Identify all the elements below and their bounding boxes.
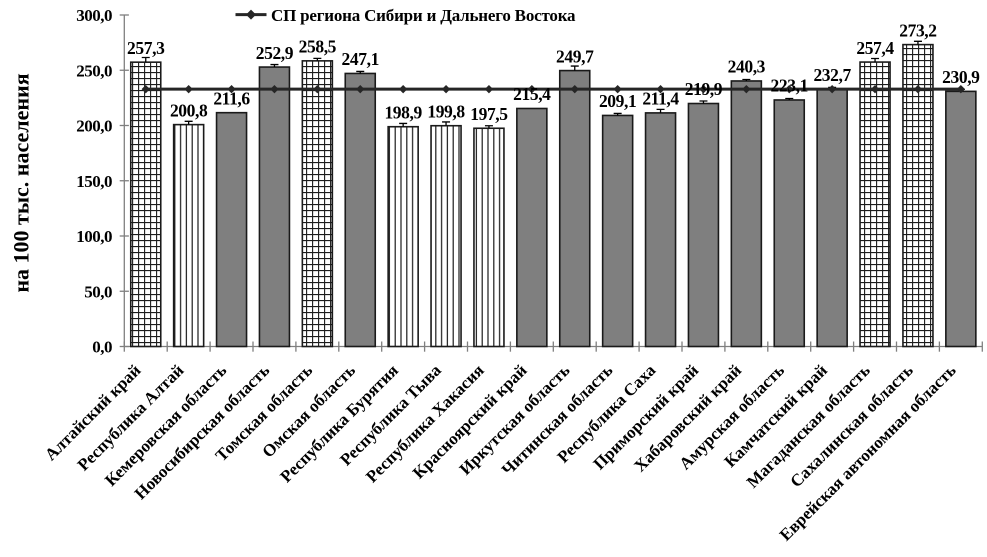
svg-text:232,7: 232,7 — [813, 65, 851, 85]
svg-text:50,0: 50,0 — [84, 282, 112, 301]
svg-text:на 100 тыс. населения: на 100 тыс. населения — [9, 73, 34, 292]
svg-text:200,0: 200,0 — [76, 117, 112, 136]
svg-text:257,3: 257,3 — [127, 38, 165, 58]
svg-text:230,9: 230,9 — [942, 67, 980, 87]
svg-text:215,4: 215,4 — [513, 84, 551, 104]
svg-text:211,6: 211,6 — [213, 88, 250, 108]
svg-text:257,4: 257,4 — [856, 38, 894, 58]
svg-text:258,5: 258,5 — [299, 37, 337, 57]
svg-text:300,0: 300,0 — [76, 6, 112, 25]
svg-text:249,7: 249,7 — [556, 46, 594, 66]
svg-text:150,0: 150,0 — [76, 172, 112, 191]
svg-text:250,0: 250,0 — [76, 61, 112, 80]
svg-text:240,3: 240,3 — [728, 57, 766, 77]
svg-text:198,9: 198,9 — [384, 102, 422, 122]
svg-text:199,8: 199,8 — [427, 101, 465, 121]
svg-text:273,2: 273,2 — [899, 20, 936, 40]
svg-text:СП региона Сибири и Дальнего В: СП региона Сибири и Дальнего Востока — [271, 6, 576, 25]
svg-text:100,0: 100,0 — [76, 227, 112, 246]
svg-text:0,0: 0,0 — [92, 338, 112, 357]
svg-text:197,5: 197,5 — [470, 104, 508, 124]
svg-text:252,9: 252,9 — [256, 43, 294, 63]
svg-text:223,1: 223,1 — [771, 76, 808, 96]
svg-text:211,4: 211,4 — [642, 89, 679, 109]
svg-text:209,1: 209,1 — [599, 91, 636, 111]
svg-text:247,1: 247,1 — [342, 49, 379, 69]
svg-text:219,9: 219,9 — [685, 79, 723, 99]
svg-text:200,8: 200,8 — [170, 100, 208, 120]
